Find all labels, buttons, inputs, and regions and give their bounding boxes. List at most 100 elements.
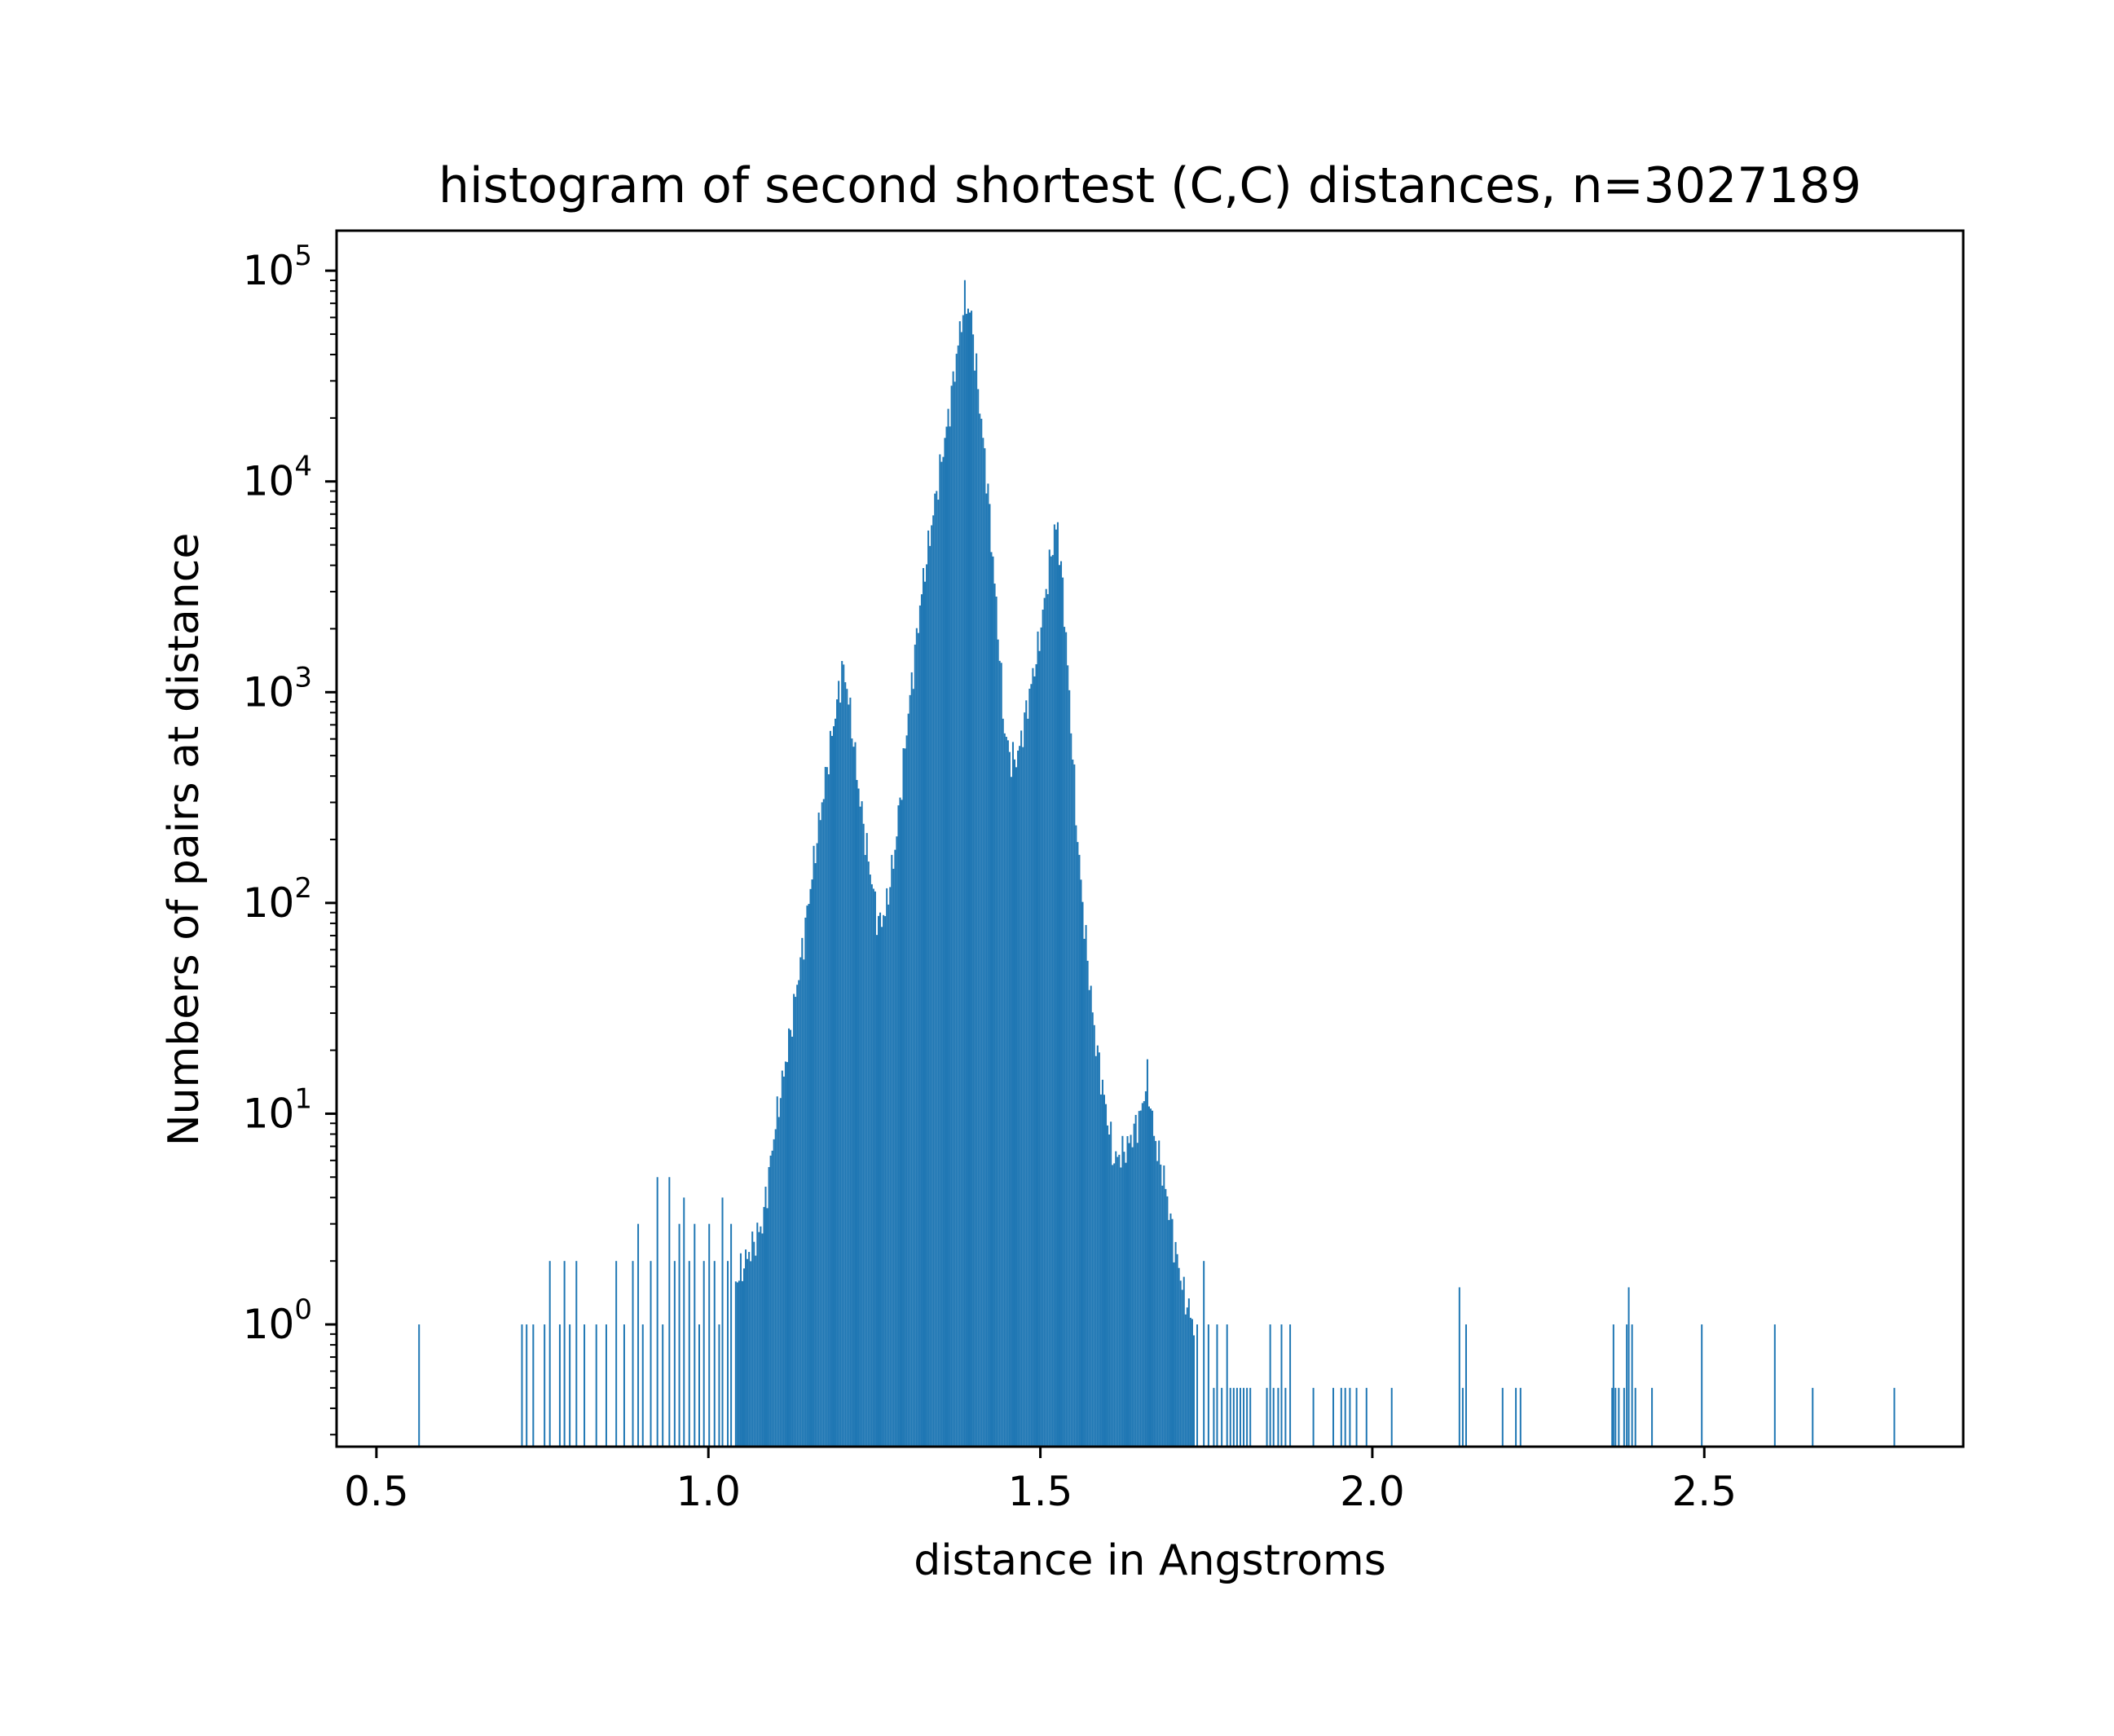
histogram-bar [1037, 631, 1039, 1447]
histogram-bar [1065, 632, 1068, 1447]
histogram-bar [771, 1150, 773, 1447]
histogram-bar [1073, 764, 1076, 1447]
histogram-bar [1243, 1387, 1245, 1447]
histogram-bar [1060, 561, 1063, 1447]
histogram-bar [532, 1324, 535, 1447]
histogram-bar [799, 957, 802, 1447]
histogram-bar [967, 308, 969, 1447]
histogram-bar [738, 1280, 740, 1447]
histogram-bar [889, 887, 892, 1447]
histogram-bar [1118, 1154, 1121, 1447]
histogram-bar [1515, 1387, 1517, 1447]
histogram-bar [841, 660, 843, 1447]
histogram-bar [1008, 751, 1011, 1447]
histogram-bar [1232, 1387, 1235, 1447]
histogram-bar [894, 849, 896, 1447]
histogram-bar [1229, 1387, 1231, 1447]
histogram-bar [915, 628, 918, 1447]
histogram-bar [1024, 712, 1026, 1447]
histogram-bar [745, 1249, 747, 1447]
histogram-bar [832, 726, 835, 1447]
histogram-bar [1022, 747, 1024, 1447]
histogram-bar [1166, 1196, 1169, 1447]
histogram-bar [662, 1324, 664, 1447]
histogram-bar [822, 799, 825, 1447]
histogram-bar [1289, 1324, 1292, 1447]
histogram-bar [944, 438, 946, 1447]
histogram-bar [902, 748, 905, 1447]
histogram-bar [907, 713, 909, 1447]
histogram-bar [1098, 1052, 1100, 1447]
axes-frame [335, 229, 1965, 1448]
histogram-bar [1143, 1101, 1145, 1447]
histogram-bar [1184, 1314, 1187, 1447]
histogram-bar [1176, 1254, 1178, 1447]
histogram-bar [884, 916, 887, 1447]
histogram-bar [947, 408, 949, 1447]
histogram-bar [811, 879, 813, 1447]
histogram-bar [753, 1241, 755, 1447]
histogram-bar [782, 1076, 785, 1447]
histogram-bar [813, 845, 815, 1447]
histogram-bar [1062, 577, 1064, 1447]
histogram-bar [683, 1197, 685, 1447]
histogram-bar [1464, 1324, 1467, 1447]
histogram-bar [747, 1258, 749, 1447]
histogram-bar [1181, 1289, 1183, 1447]
histogram-bar [796, 985, 799, 1447]
histogram-bar [891, 854, 893, 1447]
histogram-bar [995, 597, 998, 1447]
histogram-bar [1020, 730, 1023, 1447]
histogram-bar [734, 1281, 737, 1447]
histogram-bar [1216, 1324, 1218, 1447]
histogram-bar [1183, 1276, 1185, 1447]
histogram-bar [824, 767, 826, 1447]
histogram-bar [1107, 1125, 1109, 1447]
histogram-bar [931, 525, 933, 1447]
x-tick-label: 1.5 [1008, 1468, 1073, 1515]
histogram-bar [751, 1232, 754, 1447]
histogram-bar [939, 454, 941, 1447]
histogram-bar [698, 1324, 701, 1447]
histogram-bar [942, 456, 945, 1447]
histogram-bar [1027, 718, 1029, 1447]
histogram-bar [1083, 938, 1086, 1447]
histogram-bar [949, 426, 951, 1447]
histogram-bar [926, 564, 928, 1447]
histogram-bar [787, 1028, 791, 1447]
histogram-bar [758, 1232, 760, 1447]
histogram-bar [875, 935, 878, 1447]
histogram-bar [1070, 733, 1072, 1447]
histogram-bar [1133, 1123, 1135, 1447]
histogram-bar [1186, 1307, 1188, 1447]
histogram-bar [1126, 1136, 1129, 1447]
histogram-bar [852, 747, 855, 1447]
histogram-bar [958, 321, 961, 1447]
chart-title: histogram of second shortest (C,C) dista… [438, 157, 1861, 214]
histogram-bar [1138, 1111, 1140, 1447]
histogram-bar [1196, 1324, 1199, 1447]
histogram-bar [1013, 759, 1016, 1447]
histogram-bar [917, 632, 919, 1447]
histogram-bar [1634, 1387, 1636, 1447]
histogram-bar [1006, 740, 1009, 1447]
histogram-bar [1045, 588, 1047, 1447]
histogram-bar [713, 1261, 716, 1447]
histogram-bar [836, 699, 839, 1447]
histogram-bar [632, 1261, 634, 1447]
histogram-bar [563, 1261, 566, 1447]
histogram-bar [1150, 1108, 1152, 1447]
y-axis-minor-ticks [330, 279, 337, 1436]
histogram-bar [1103, 1095, 1106, 1447]
histogram-bar [1058, 565, 1061, 1447]
histogram-bar [1015, 767, 1018, 1447]
histogram-bar [883, 914, 885, 1447]
histogram-bar [914, 644, 916, 1447]
histogram-bar [904, 748, 906, 1447]
histogram-bar [1189, 1317, 1191, 1447]
histogram-bar [1046, 593, 1049, 1447]
histogram-bar [575, 1261, 578, 1447]
histogram-bar [1035, 663, 1037, 1447]
histogram-bar [1055, 529, 1057, 1447]
x-tick-label: 1.0 [676, 1468, 741, 1515]
